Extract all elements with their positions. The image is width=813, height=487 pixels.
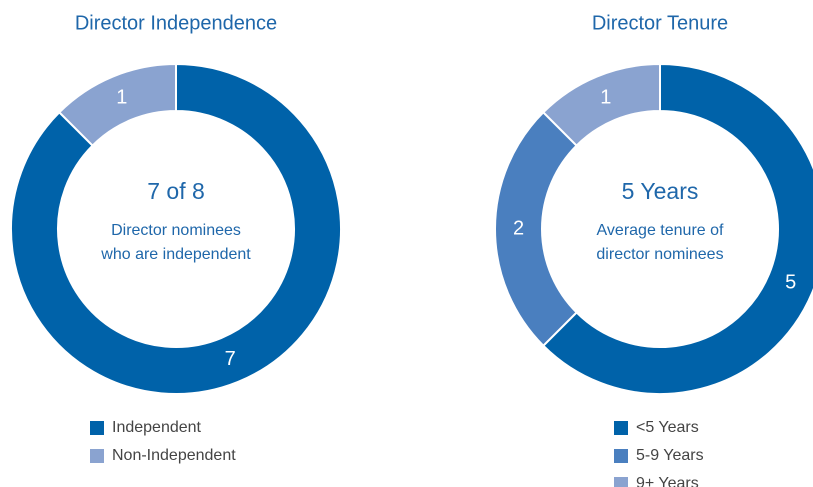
legend-label: Independent	[112, 419, 202, 436]
value-label: 5	[785, 271, 796, 293]
value-label: 7	[225, 348, 236, 370]
legend-label: 5-9 Years	[636, 447, 704, 464]
legend-swatch	[90, 421, 104, 435]
donut-segment	[541, 62, 813, 395]
center-text: director nominees	[596, 246, 723, 263]
center-text: who are independent	[100, 246, 251, 263]
center-title: 7 of 8	[147, 178, 205, 204]
legend-swatch	[614, 449, 628, 463]
legend-label: <5 Years	[636, 419, 699, 436]
chart-title: Director Independence	[75, 12, 277, 34]
legend-swatch	[614, 421, 628, 435]
value-label: 1	[600, 87, 611, 109]
legend-swatch	[90, 449, 104, 463]
center-text: Average tenure of	[597, 222, 724, 239]
center-text: Director nominees	[111, 222, 241, 239]
donut-segment	[10, 62, 342, 395]
legend-swatch	[614, 477, 628, 487]
value-label: 1	[116, 87, 127, 109]
chart-title: Director Tenure	[592, 12, 728, 34]
legend-label: 9+ Years	[636, 475, 699, 487]
center-title: 5 Years	[622, 178, 699, 204]
value-label: 2	[513, 217, 524, 239]
legend-label: Non-Independent	[112, 447, 236, 464]
donut-segment	[57, 62, 177, 147]
donut-segment	[494, 110, 578, 348]
donut-segment	[541, 62, 661, 147]
